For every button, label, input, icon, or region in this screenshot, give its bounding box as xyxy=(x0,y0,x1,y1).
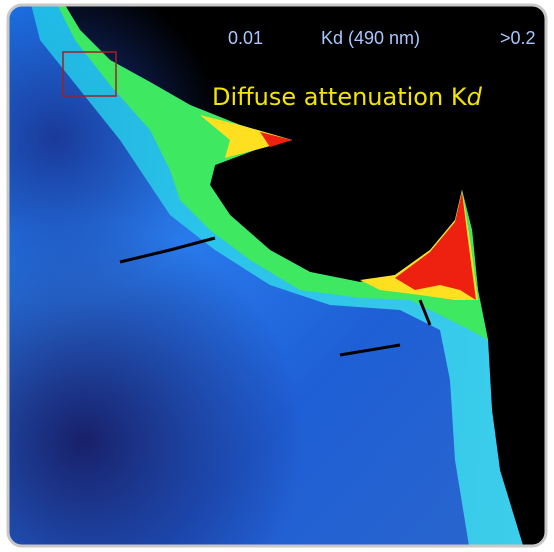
legend-min: 0.01 xyxy=(228,28,263,48)
legend-max: >0.2 xyxy=(500,28,536,48)
legend-label: Kd (490 nm) xyxy=(321,28,420,48)
map-figure: 0.01 Kd (490 nm) >0.2 Diffuse attenuatio… xyxy=(0,0,554,552)
map-title: Diffuse attenuation Kd xyxy=(212,83,483,111)
title-text: Diffuse attenuation K xyxy=(212,83,468,111)
title-italic: d xyxy=(467,83,483,111)
